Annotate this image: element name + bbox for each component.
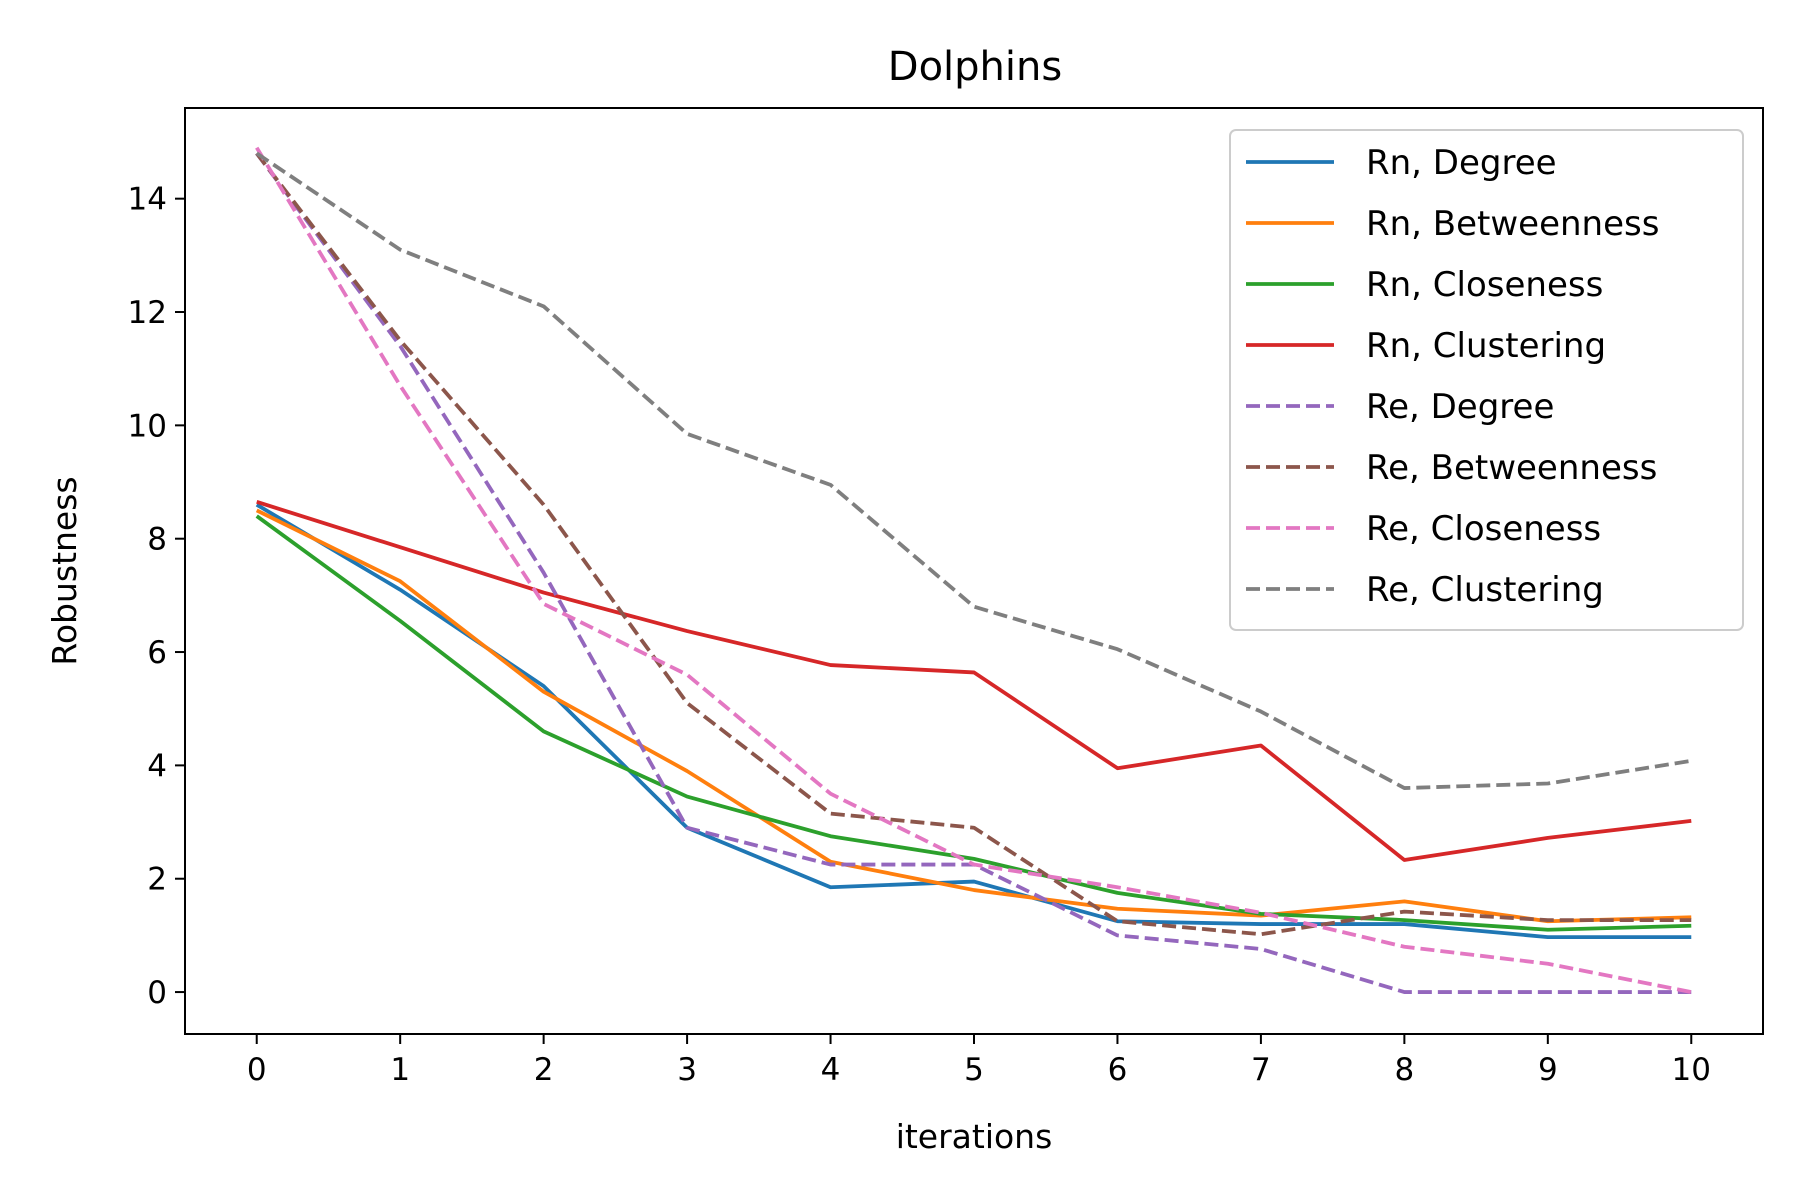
y-axis-title: Robustness bbox=[45, 476, 84, 665]
y-tick-label: 4 bbox=[147, 748, 167, 784]
series-line-4 bbox=[256, 500, 1692, 862]
legend-label: Re, Closeness bbox=[1366, 509, 1601, 549]
legend: Rn, Degree Rn, Betweenness Rn, Closeness Rn… bbox=[1229, 129, 1744, 631]
y-tick-label: 2 bbox=[147, 862, 167, 898]
legend-label: Rn, Clustering bbox=[1366, 326, 1606, 366]
y-tick-label: 0 bbox=[147, 975, 167, 1011]
x-tick-label: 2 bbox=[534, 1052, 554, 1088]
legend-label: Rn, Degree bbox=[1366, 143, 1557, 183]
legend-label: Re, Betweenness bbox=[1366, 448, 1657, 488]
x-axis-title: iterations bbox=[896, 1117, 1053, 1156]
series-line-3 bbox=[255, 514, 1692, 932]
x-tick-label: 6 bbox=[1108, 1052, 1128, 1088]
y-tick-label: 14 bbox=[128, 182, 167, 218]
x-tick-label: 10 bbox=[1672, 1052, 1711, 1088]
x-tick-label: 5 bbox=[964, 1052, 984, 1088]
legend-label: Re, Degree bbox=[1366, 387, 1554, 427]
legend-label: Re, Clustering bbox=[1366, 570, 1604, 610]
x-tick-label: 8 bbox=[1394, 1052, 1414, 1088]
x-tick-label: 0 bbox=[247, 1052, 267, 1088]
chart-title: Dolphins bbox=[888, 44, 1062, 90]
y-tick-label: 12 bbox=[128, 295, 167, 331]
x-tick-label: 3 bbox=[677, 1052, 697, 1088]
y-tick-label: 10 bbox=[128, 408, 167, 444]
x-tick-label: 9 bbox=[1538, 1052, 1558, 1088]
x-tick-label: 4 bbox=[821, 1052, 841, 1088]
series-line-2 bbox=[255, 508, 1692, 924]
series-line-6 bbox=[255, 152, 1692, 937]
x-tick-label: 1 bbox=[390, 1052, 410, 1088]
y-tick-label: 8 bbox=[147, 522, 167, 558]
legend-box bbox=[1229, 129, 1744, 631]
x-tick-label: 7 bbox=[1251, 1052, 1271, 1088]
plot-area bbox=[255, 146, 1692, 994]
y-tick-label: 6 bbox=[147, 635, 167, 671]
series-line-7 bbox=[255, 146, 1692, 994]
legend-label: Rn, Betweenness bbox=[1366, 204, 1659, 244]
legend-label: Rn, Closeness bbox=[1366, 265, 1603, 305]
